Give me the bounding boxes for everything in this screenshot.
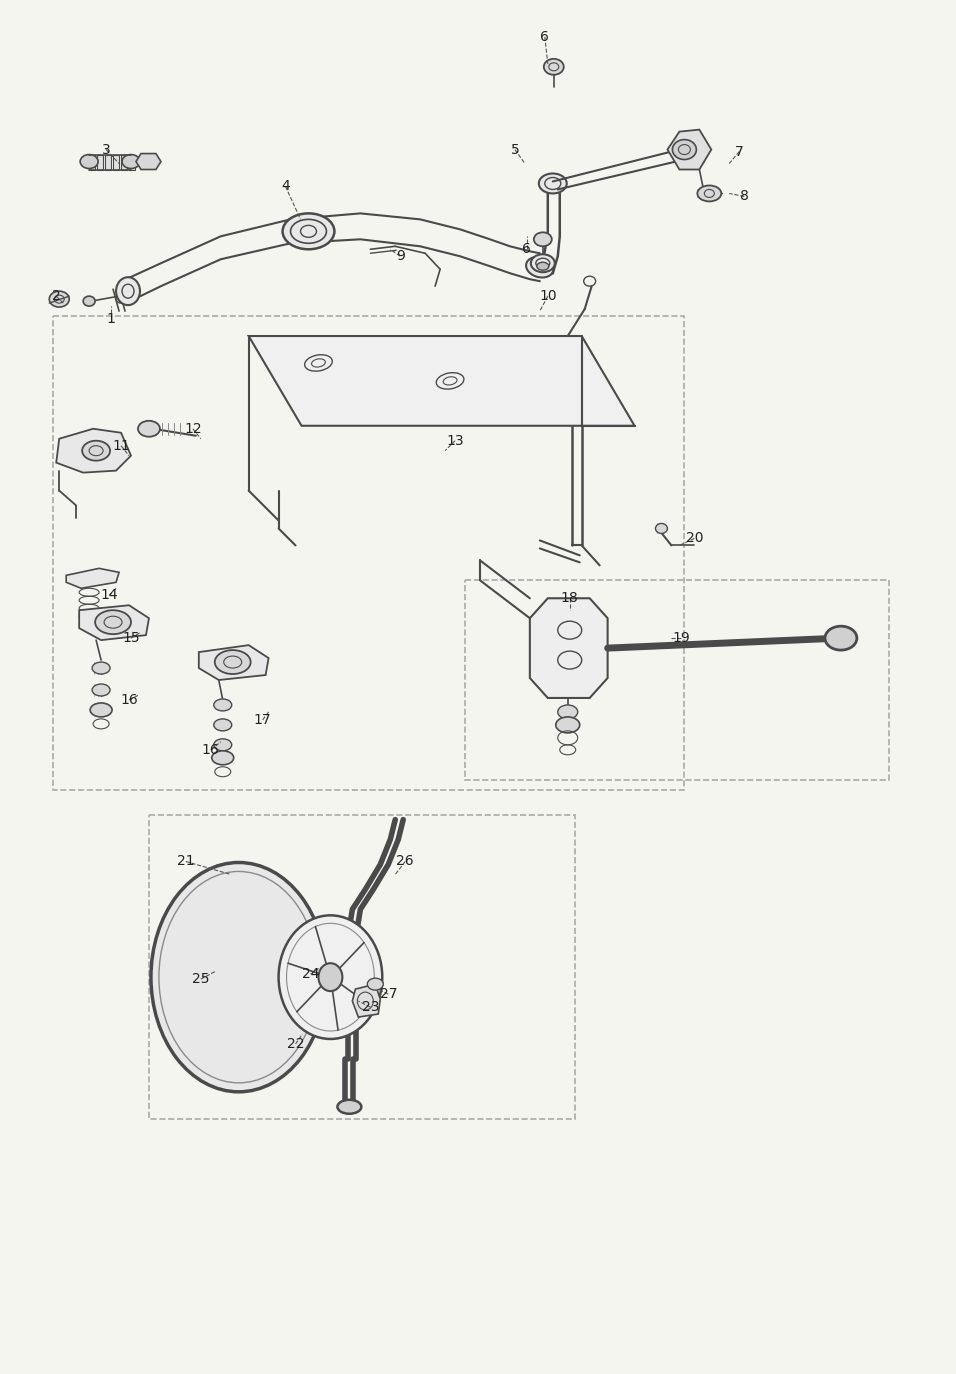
Ellipse shape: [555, 717, 579, 732]
Ellipse shape: [214, 719, 231, 731]
Polygon shape: [129, 154, 135, 169]
Polygon shape: [79, 605, 149, 640]
Ellipse shape: [50, 291, 69, 308]
Polygon shape: [667, 129, 711, 169]
Text: 8: 8: [740, 190, 749, 203]
Ellipse shape: [318, 963, 342, 991]
Polygon shape: [353, 984, 380, 1017]
Text: 17: 17: [253, 713, 272, 727]
Ellipse shape: [95, 610, 131, 635]
Ellipse shape: [367, 978, 383, 991]
Ellipse shape: [337, 1099, 361, 1114]
Text: 14: 14: [100, 588, 118, 602]
Ellipse shape: [825, 627, 857, 650]
Ellipse shape: [539, 173, 567, 194]
Ellipse shape: [526, 257, 554, 278]
Text: 26: 26: [397, 855, 414, 868]
Ellipse shape: [92, 684, 110, 697]
Text: 3: 3: [101, 143, 111, 157]
Polygon shape: [199, 646, 269, 680]
Polygon shape: [105, 154, 111, 169]
Text: 18: 18: [561, 591, 578, 606]
Text: 1: 1: [107, 312, 116, 326]
Ellipse shape: [116, 295, 126, 304]
Ellipse shape: [697, 185, 721, 202]
Ellipse shape: [122, 154, 140, 169]
Text: 5: 5: [511, 143, 519, 157]
Text: 2: 2: [52, 289, 60, 304]
Text: 13: 13: [446, 434, 464, 448]
Ellipse shape: [557, 705, 577, 719]
Polygon shape: [56, 429, 131, 473]
Ellipse shape: [151, 863, 326, 1092]
Ellipse shape: [656, 523, 667, 533]
Text: 25: 25: [192, 973, 209, 987]
Polygon shape: [530, 598, 608, 698]
Polygon shape: [89, 154, 95, 169]
Ellipse shape: [80, 154, 98, 169]
Polygon shape: [136, 154, 161, 169]
Text: 10: 10: [539, 289, 556, 304]
Ellipse shape: [283, 213, 335, 249]
Ellipse shape: [533, 232, 552, 246]
Ellipse shape: [531, 254, 554, 272]
Text: 24: 24: [302, 967, 319, 981]
Text: 22: 22: [287, 1037, 304, 1051]
Ellipse shape: [215, 650, 250, 675]
Text: 12: 12: [184, 422, 202, 436]
Ellipse shape: [214, 699, 231, 710]
Ellipse shape: [82, 441, 110, 460]
Text: 9: 9: [396, 249, 404, 264]
Text: 11: 11: [112, 438, 130, 452]
Text: 27: 27: [380, 987, 397, 1002]
Ellipse shape: [214, 739, 231, 750]
Text: 6: 6: [522, 242, 532, 257]
Ellipse shape: [138, 420, 160, 437]
Text: 16: 16: [202, 743, 220, 757]
Ellipse shape: [278, 915, 382, 1039]
Ellipse shape: [212, 750, 233, 765]
Ellipse shape: [116, 278, 140, 305]
Ellipse shape: [544, 59, 564, 74]
Text: 7: 7: [735, 144, 744, 158]
Text: 4: 4: [281, 180, 290, 194]
Polygon shape: [121, 154, 127, 169]
Text: 6: 6: [540, 30, 550, 44]
Text: 23: 23: [361, 1000, 380, 1014]
Polygon shape: [66, 569, 120, 588]
Text: 16: 16: [120, 692, 138, 708]
Ellipse shape: [83, 297, 95, 306]
Text: 19: 19: [672, 631, 690, 646]
Ellipse shape: [92, 662, 110, 675]
Text: 20: 20: [685, 532, 703, 545]
Ellipse shape: [672, 140, 696, 159]
Polygon shape: [249, 337, 635, 426]
Ellipse shape: [537, 262, 549, 271]
Text: 21: 21: [177, 855, 195, 868]
Text: 15: 15: [122, 631, 140, 646]
Ellipse shape: [90, 703, 112, 717]
Polygon shape: [98, 154, 103, 169]
Polygon shape: [113, 154, 120, 169]
